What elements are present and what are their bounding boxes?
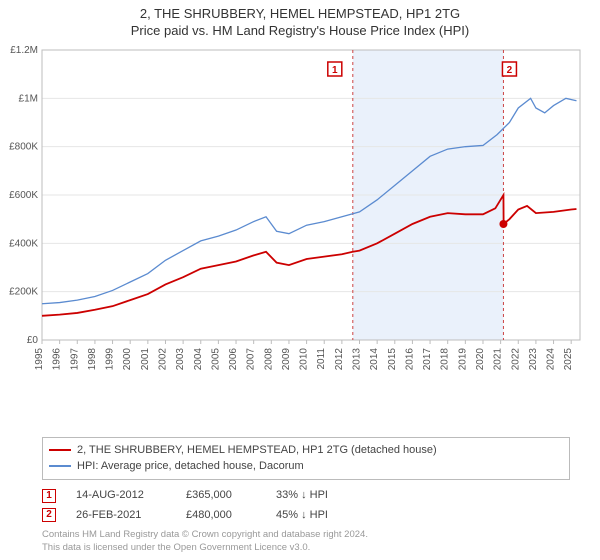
svg-text:£400K: £400K xyxy=(9,238,38,249)
svg-text:2015: 2015 xyxy=(387,348,398,371)
svg-text:£1M: £1M xyxy=(19,93,38,104)
marker-delta: 33% ↓ HPI xyxy=(276,486,328,506)
marker-date: 26-FEB-2021 xyxy=(76,506,166,526)
svg-text:1999: 1999 xyxy=(105,348,116,371)
chart-area: £0 £200K £400K £600K £800K £1M £1.2M 1995 1996 19… xyxy=(0,40,600,433)
sale-marker-row: 2 26-FEB-2021 £480,000 45% ↓ HPI xyxy=(42,506,570,526)
legend-swatch xyxy=(49,465,71,467)
svg-text:2024: 2024 xyxy=(546,348,557,371)
svg-text:2002: 2002 xyxy=(157,348,168,371)
marker-badge: 2 xyxy=(42,508,56,522)
svg-text:2010: 2010 xyxy=(299,348,310,371)
svg-text:2014: 2014 xyxy=(369,348,380,371)
svg-text:2012: 2012 xyxy=(334,348,345,371)
svg-text:2020: 2020 xyxy=(475,348,486,371)
marker-delta: 45% ↓ HPI xyxy=(276,506,328,526)
chart-titles: 2, THE SHRUBBERY, HEMEL HEMPSTEAD, HP1 2… xyxy=(0,0,600,40)
svg-text:2011: 2011 xyxy=(316,348,327,370)
legend-swatch xyxy=(49,449,71,451)
sale-markers: 1 14-AUG-2012 £365,000 33% ↓ HPI 2 26-FE… xyxy=(42,486,570,526)
footer-line: This data is licensed under the Open Gov… xyxy=(42,542,570,554)
svg-text:1995: 1995 xyxy=(34,348,45,371)
svg-text:2013: 2013 xyxy=(352,348,363,371)
svg-text:£800K: £800K xyxy=(9,142,38,153)
svg-text:2001: 2001 xyxy=(140,348,151,371)
svg-text:2023: 2023 xyxy=(528,348,539,371)
svg-text:1996: 1996 xyxy=(52,348,63,371)
footer-attribution: Contains HM Land Registry data © Crown c… xyxy=(42,529,570,554)
svg-text:2005: 2005 xyxy=(210,348,221,371)
svg-text:1997: 1997 xyxy=(69,348,80,371)
title-address: 2, THE SHRUBBERY, HEMEL HEMPSTEAD, HP1 2… xyxy=(0,6,600,21)
svg-text:£600K: £600K xyxy=(9,190,38,201)
svg-text:2007: 2007 xyxy=(246,348,257,371)
svg-text:2021: 2021 xyxy=(493,348,504,371)
sale-marker-row: 1 14-AUG-2012 £365,000 33% ↓ HPI xyxy=(42,486,570,506)
svg-text:2009: 2009 xyxy=(281,348,292,371)
svg-text:£1.2M: £1.2M xyxy=(10,45,38,56)
svg-text:2000: 2000 xyxy=(122,348,133,371)
svg-text:2016: 2016 xyxy=(404,348,415,371)
chart-container: 2, THE SHRUBBERY, HEMEL HEMPSTEAD, HP1 2… xyxy=(0,0,600,560)
legend-label: HPI: Average price, detached house, Daco… xyxy=(77,458,304,475)
svg-text:2004: 2004 xyxy=(193,348,204,371)
svg-text:2018: 2018 xyxy=(440,348,451,371)
svg-text:2019: 2019 xyxy=(457,348,468,371)
svg-text:2003: 2003 xyxy=(175,348,186,371)
marker-date: 14-AUG-2012 xyxy=(76,486,166,506)
marker-price: £480,000 xyxy=(186,506,256,526)
legend-item: 2, THE SHRUBBERY, HEMEL HEMPSTEAD, HP1 2… xyxy=(49,442,563,459)
svg-text:2006: 2006 xyxy=(228,348,239,371)
svg-text:1: 1 xyxy=(332,65,338,76)
title-subtitle: Price paid vs. HM Land Registry's House … xyxy=(0,23,600,38)
svg-text:2: 2 xyxy=(507,65,513,76)
line-chart-svg: £0 £200K £400K £600K £800K £1M £1.2M 1995 1996 19… xyxy=(0,40,600,380)
legend-item: HPI: Average price, detached house, Daco… xyxy=(49,458,563,475)
svg-text:2017: 2017 xyxy=(422,348,433,371)
footer-line: Contains HM Land Registry data © Crown c… xyxy=(42,529,570,541)
svg-text:2025: 2025 xyxy=(563,348,574,371)
svg-text:£0: £0 xyxy=(27,335,39,346)
legend-label: 2, THE SHRUBBERY, HEMEL HEMPSTEAD, HP1 2… xyxy=(77,442,437,459)
svg-text:1998: 1998 xyxy=(87,348,98,371)
svg-text:2008: 2008 xyxy=(263,348,274,371)
svg-text:£200K: £200K xyxy=(9,287,38,298)
legend: 2, THE SHRUBBERY, HEMEL HEMPSTEAD, HP1 2… xyxy=(42,437,570,480)
marker-badge: 1 xyxy=(42,489,56,503)
marker-price: £365,000 xyxy=(186,486,256,506)
svg-text:2022: 2022 xyxy=(510,348,521,371)
